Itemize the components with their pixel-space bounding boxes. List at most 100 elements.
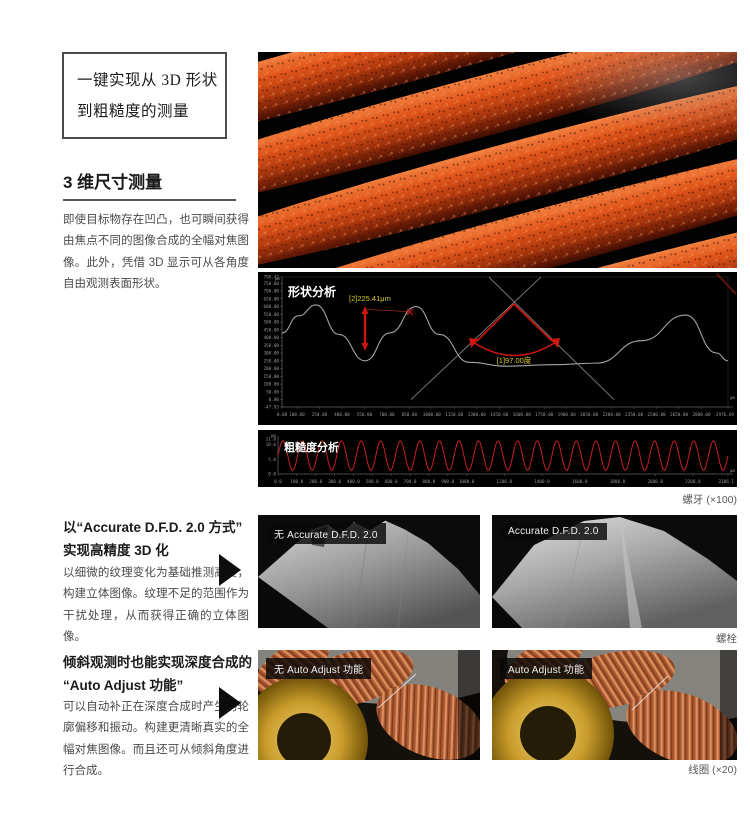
svg-text:0.00: 0.00 bbox=[269, 397, 280, 403]
svg-text:2050.00: 2050.00 bbox=[580, 412, 599, 418]
caption-coil: 线圈 (×20) bbox=[688, 764, 737, 776]
svg-text:650.00: 650.00 bbox=[263, 296, 279, 302]
svg-text:0.0: 0.0 bbox=[274, 479, 282, 485]
svg-text:2386.1: 2386.1 bbox=[718, 479, 734, 485]
image-label-without-autoadjust: 无 Auto Adjust 功能 bbox=[266, 658, 372, 679]
section-body-autoadjust: 可以自动补正在深度合成时产生的轮廓偏移和振动。构建更清晰真实的全幅对焦图像。而且… bbox=[63, 701, 249, 777]
gray-haze bbox=[543, 52, 737, 132]
svg-text:850.00: 850.00 bbox=[402, 412, 418, 418]
caption-thread: 螺牙 (×100) bbox=[682, 494, 737, 506]
svg-text:2976.69: 2976.69 bbox=[716, 412, 735, 418]
svg-text:250.00: 250.00 bbox=[263, 358, 279, 364]
arrow-right-icon bbox=[219, 554, 241, 586]
svg-text:1900.00: 1900.00 bbox=[558, 412, 577, 418]
svg-text:2650.00: 2650.00 bbox=[670, 412, 689, 418]
svg-text:1300.00: 1300.00 bbox=[468, 412, 487, 418]
image-label-with-autoadjust: Auto Adjust 功能 bbox=[500, 658, 593, 679]
svg-text:1750.00: 1750.00 bbox=[535, 412, 554, 418]
copper-coil bbox=[626, 690, 737, 760]
svg-text:200.00: 200.00 bbox=[263, 366, 279, 372]
svg-text:790.42: 790.42 bbox=[263, 275, 279, 281]
section-title-dfd: 以“Accurate D.F.D. 2.0 方式” 实现高精度 3D 化 bbox=[63, 516, 258, 562]
image-label-with-dfd: Accurate D.F.D. 2.0 bbox=[500, 523, 607, 540]
bolt-image-without-dfd: 无 Accurate D.F.D. 2.0 bbox=[258, 515, 480, 628]
svg-text:5.0: 5.0 bbox=[268, 457, 276, 463]
dfd-comparison-row: 无 Accurate D.F.D. 2.0 Accurate D.F.D. 2.… bbox=[258, 515, 737, 628]
image-label-without-dfd: 无 Accurate D.F.D. 2.0 bbox=[266, 523, 386, 544]
svg-text:11.8: 11.8 bbox=[266, 437, 277, 443]
svg-text:300.00: 300.00 bbox=[263, 351, 279, 357]
section-title-autoadjust: 倾斜观测时也能实现深度合成的 “Auto Adjust 功能” bbox=[63, 651, 258, 697]
section-title-autoadjust-line1: 倾斜观测时也能实现深度合成的 bbox=[63, 655, 252, 670]
svg-text:300.0: 300.0 bbox=[328, 479, 341, 485]
height-measure-annotation: [2]225.41μm bbox=[349, 294, 414, 351]
svg-text:700.0: 700.0 bbox=[404, 479, 417, 485]
callout-box: 一键实现从 3D 形状 到粗糙度的测量 bbox=[62, 52, 227, 139]
svg-text:1000.00: 1000.00 bbox=[423, 412, 442, 418]
svg-text:0.00: 0.00 bbox=[277, 412, 288, 418]
svg-text:1200.0: 1200.0 bbox=[497, 479, 513, 485]
bolt-flank-rough bbox=[258, 521, 480, 628]
svg-text:2200.00: 2200.00 bbox=[603, 412, 622, 418]
svg-text:100.0: 100.0 bbox=[290, 479, 303, 485]
svg-text:2200.0: 2200.0 bbox=[685, 479, 701, 485]
svg-text:250.00: 250.00 bbox=[312, 412, 328, 418]
svg-text:450.00: 450.00 bbox=[263, 327, 279, 333]
roughness-chart-title: 粗糙度分析 bbox=[284, 440, 339, 454]
svg-text:0.0: 0.0 bbox=[268, 472, 276, 478]
thread-3d-image bbox=[258, 52, 737, 268]
svg-text:100.00: 100.00 bbox=[289, 412, 305, 418]
callout-line1: 一键实现从 3D 形状 bbox=[77, 71, 218, 89]
svg-text:2800.00: 2800.00 bbox=[692, 412, 711, 418]
section-title-dfd-line1: 以“Accurate D.F.D. 2.0 方式” bbox=[63, 520, 243, 535]
shape-chart-title: 形状分析 bbox=[288, 284, 336, 299]
bolt-flank-smooth bbox=[492, 517, 737, 628]
svg-text:700.00: 700.00 bbox=[379, 412, 395, 418]
height-measure-label: [2]225.41μm bbox=[349, 294, 391, 303]
section-body-dfd: 以细微的纹理变化为基础推测高度，构建立体图像。纹理不足的范围作为干扰处理，从而获… bbox=[63, 567, 249, 643]
svg-text:400.0: 400.0 bbox=[347, 479, 360, 485]
coil-image-with-autoadjust: Auto Adjust 功能 bbox=[492, 650, 737, 760]
svg-text:1400.0: 1400.0 bbox=[534, 479, 550, 485]
title-underline bbox=[63, 199, 236, 201]
svg-text:1600.0: 1600.0 bbox=[572, 479, 588, 485]
probe-line bbox=[377, 673, 417, 709]
svg-text:500.0: 500.0 bbox=[366, 479, 379, 485]
svg-text:500.00: 500.00 bbox=[263, 320, 279, 326]
arrow-right-icon bbox=[219, 687, 241, 719]
svg-text:900.0: 900.0 bbox=[441, 479, 454, 485]
svg-text:600.00: 600.00 bbox=[263, 304, 279, 310]
svg-text:2500.00: 2500.00 bbox=[648, 412, 667, 418]
svg-text:750.00: 750.00 bbox=[263, 281, 279, 287]
svg-text:1800.0: 1800.0 bbox=[610, 479, 626, 485]
svg-text:550.00: 550.00 bbox=[357, 412, 373, 418]
bolt-ridge-line bbox=[620, 517, 642, 628]
svg-text:700.00: 700.00 bbox=[263, 289, 279, 295]
roughness-analysis-chart: 0.0 100.0 200.0 300.0 400.0 500.0 600.0 700.0 80… bbox=[258, 430, 737, 487]
coil-image-without-autoadjust: 无 Auto Adjust 功能 bbox=[258, 650, 480, 760]
svg-text:1000.0: 1000.0 bbox=[459, 479, 475, 485]
rough-x-unit: μm bbox=[730, 469, 736, 474]
svg-text:1450.00: 1450.00 bbox=[490, 412, 509, 418]
svg-text:100.00: 100.00 bbox=[263, 382, 279, 388]
svg-text:800.0: 800.0 bbox=[422, 479, 435, 485]
svg-text:1600.00: 1600.00 bbox=[513, 412, 532, 418]
section-title-3d-measure: 3 维尺寸测量 bbox=[63, 173, 163, 192]
svg-text:2000.0: 2000.0 bbox=[647, 479, 663, 485]
svg-text:150.00: 150.00 bbox=[263, 374, 279, 380]
section-title-autoadjust-line2: “Auto Adjust 功能” bbox=[63, 678, 184, 693]
svg-text:-47.93: -47.93 bbox=[263, 405, 279, 411]
thread-3d-render bbox=[258, 52, 737, 268]
svg-text:600.0: 600.0 bbox=[385, 479, 398, 485]
svg-text:550.00: 550.00 bbox=[263, 312, 279, 318]
probe-line bbox=[631, 675, 669, 711]
shape-x-unit: μm bbox=[730, 396, 736, 401]
svg-text:2350.00: 2350.00 bbox=[625, 412, 644, 418]
svg-text:400.00: 400.00 bbox=[334, 412, 350, 418]
svg-text:50.00: 50.00 bbox=[266, 389, 279, 395]
section-body-3d-measure: 即使目标物存在凹凸，也可瞬间获得由焦点不同的图像合成的全幅对焦图像。此外，凭借 … bbox=[63, 214, 249, 290]
shape-analysis-chart: 0.00 100.00 250.00 400.00 550.00 700.00 850.00… bbox=[258, 272, 737, 425]
svg-text:200.0: 200.0 bbox=[309, 479, 322, 485]
corner-red-streak bbox=[716, 273, 737, 295]
